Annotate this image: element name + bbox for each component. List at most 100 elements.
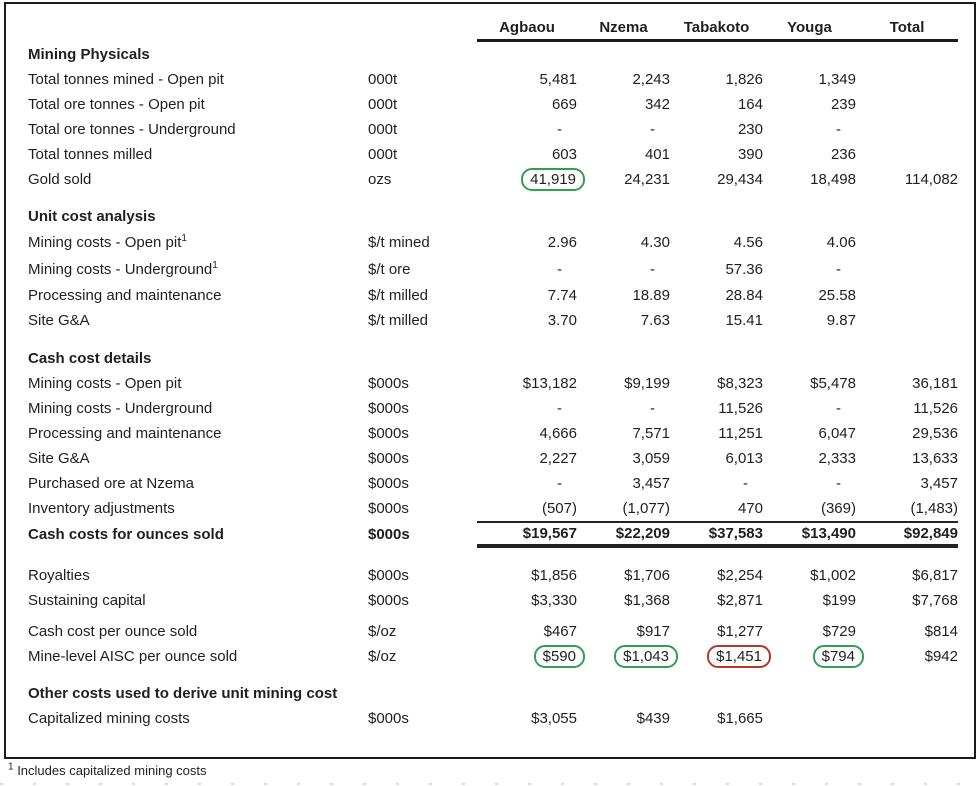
value-cell: 41,919 [477,168,585,191]
table-row: Purchased ore at Nzema $000s - 3,457 - - 3,457 [6,471,964,496]
row-label: Mining costs - Underground1 [28,260,218,279]
table-row: Gold sold ozs 41,919 24,231 29,434 18,498 114,… [6,167,964,192]
value-cell: $1,277 [717,623,763,640]
table-row: Total tonnes milled 000t 603 401 390 236 [6,142,964,167]
unit-cell: $000s [368,450,409,467]
unit-cell: $/t milled [368,312,429,329]
row-label: Inventory adjustments [28,500,175,517]
row-label: Total tonnes mined - Open pit [28,71,224,88]
value-cell: - [557,261,562,278]
value-cell: - [557,475,562,492]
unit-cell: $000s [368,425,409,442]
value-cell: $1,043 [577,645,678,668]
value-cell: $5,478 [810,375,856,392]
value-cell: $2,871 [717,592,763,609]
section-unit-cost-analysis: Unit cost analysis Mining costs - Open pi… [6,204,964,333]
value-cell: - [743,475,748,492]
value-cell: 230 [737,121,763,138]
row-label: Mine-level AISC per ounce sold [28,648,238,665]
value-cell: 114,082 [904,171,958,188]
section-title: Cash cost details [28,350,152,367]
value-cell: 2.96 [547,234,577,251]
value-cell: - [557,121,562,138]
row-label: Total tonnes milled [28,146,153,163]
table-row: Royalties $000s $1,856 $1,706 $2,254 $1,002 $6… [6,563,964,588]
column-header: Youga [763,19,856,42]
value-cell: 6,013 [725,450,763,467]
unit-cell: 000t [368,96,398,113]
row-label: Mining costs - Open pit [28,375,182,392]
value-cell: 3,059 [632,450,670,467]
page-bottom-dotted-line [0,783,980,785]
unit-cell: $000s [368,500,409,517]
section-title: Mining Physicals [28,46,150,63]
table-row: Processing and maintenance $000s 4,666 7,57… [6,421,964,446]
row-label: Processing and maintenance [28,425,222,442]
value-cell: 5,481 [539,71,577,88]
footnote: 1 Includes capitalized mining costs [8,762,207,778]
value-cell: $19,567 [477,521,577,548]
value-cell: 15.41 [725,312,763,329]
unit-cell: $/t milled [368,287,429,304]
row-label: Sustaining capital [28,592,146,609]
value-cell: 3.70 [547,312,577,329]
value-cell: - [836,261,841,278]
value-cell: 7.63 [640,312,670,329]
value-cell: $590 [477,645,585,668]
unit-cell: $/t ore [368,261,411,278]
value-cell: $942 [924,648,958,665]
cost-table: Agbaou Nzema Tabakoto Youga Total Mining Phys… [6,4,964,731]
value-cell: $1,706 [624,567,670,584]
value-cell: - [836,400,841,417]
value-cell: 36,181 [912,375,958,392]
row-label: Cash costs for ounces sold [28,526,224,543]
value-cell: 57.36 [725,261,763,278]
highlight-oval-red: $1,451 [707,645,771,668]
unit-cell: $/oz [368,648,397,665]
value-cell: 2,243 [632,71,670,88]
value-cell: $2,254 [717,567,763,584]
value-cell: (507) [541,500,577,517]
value-cell: 239 [830,96,856,113]
value-cell: 4.30 [640,234,670,251]
unit-cell: $000s [368,475,409,492]
row-label: Cash cost per ounce sold [28,623,198,640]
row-label: Purchased ore at Nzema [28,475,194,492]
value-cell: 13,633 [912,450,958,467]
value-cell: $917 [636,623,670,640]
table-border [4,2,976,759]
value-cell: 11,526 [718,400,763,417]
table-row: Processing and maintenance $/t milled 7.74… [6,283,964,308]
column-header: Tabakoto [670,19,763,42]
value-cell: 9.87 [826,312,856,329]
value-cell: - [836,475,841,492]
row-label: Site G&A [28,450,90,467]
row-label: Total ore tonnes - Underground [28,121,236,138]
section-title-row: Unit cost analysis [6,204,964,229]
value-cell: $92,849 [856,521,958,548]
value-cell: $1,002 [810,567,856,584]
column-header: Agbaou [477,19,577,42]
table-row: Mine-level AISC per ounce sold $/oz $590 $1… [6,644,964,669]
row-label: Mining costs - Open pit1 [28,233,187,252]
value-cell: 11,526 [913,400,958,417]
unit-cell: 000t [368,146,398,163]
unit-cell: $/oz [368,623,397,640]
value-cell: 24,231 [624,171,670,188]
value-cell: 7,571 [632,425,670,442]
value-cell: $7,768 [912,592,958,609]
table-row: Total ore tonnes - Open pit 000t 669 342 164… [6,92,964,117]
row-label: Processing and maintenance [28,287,222,304]
table-row: Cash cost per ounce sold $/oz $467 $917 $1,2… [6,619,964,644]
section-title-row: Mining Physicals [6,42,964,67]
value-cell: $9,199 [624,375,670,392]
value-cell: 2,333 [818,450,856,467]
row-label: Site G&A [28,312,90,329]
column-header-row: Agbaou Nzema Tabakoto Youga Total [6,4,964,42]
section-royalties-capital: Royalties $000s $1,856 $1,706 $2,254 $1,002 $6… [6,563,964,669]
value-cell: $6,817 [912,567,958,584]
table-row: Mining costs - Underground $000s - - 11,526 -… [6,396,964,421]
value-cell: $13,490 [763,521,856,548]
row-label: Capitalized mining costs [28,710,190,727]
value-cell: 25.58 [818,287,856,304]
